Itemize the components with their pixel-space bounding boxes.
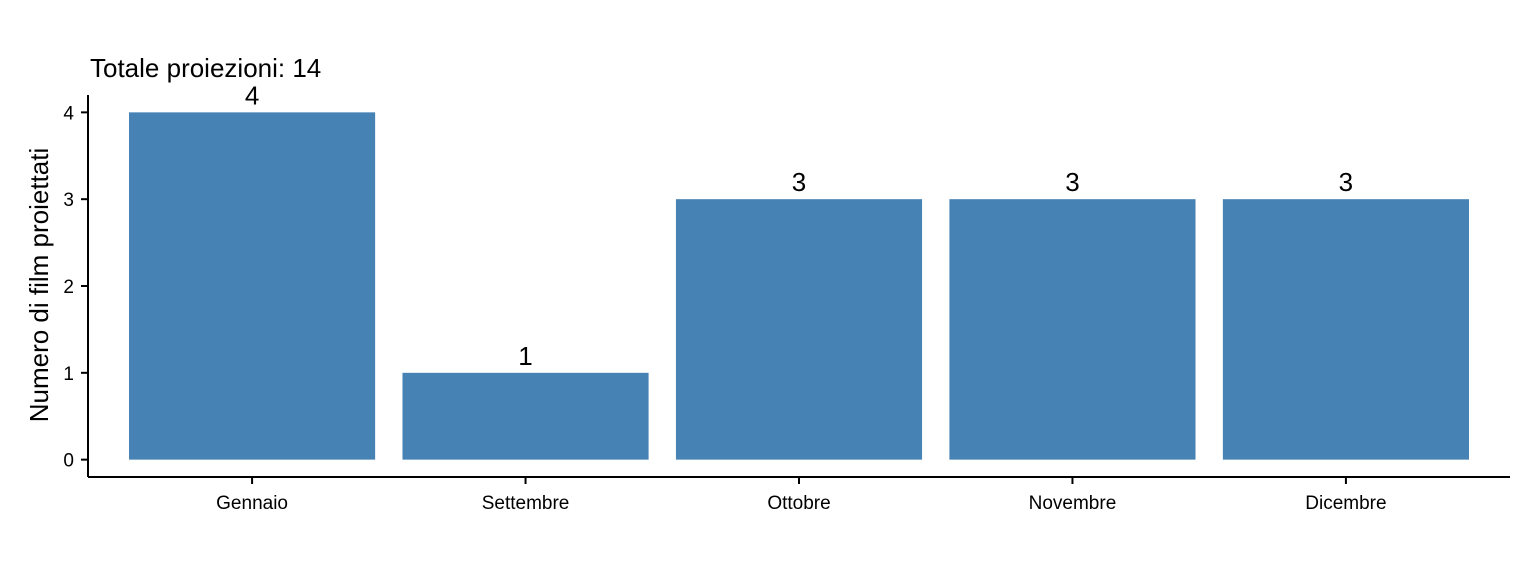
x-tick-label: Ottobre: [767, 493, 830, 514]
bar-value-label: 3: [1339, 167, 1353, 197]
y-tick-label: 4: [63, 103, 74, 124]
y-tick-label: 0: [63, 451, 74, 472]
x-tick-label: Gennaio: [216, 493, 288, 514]
x-tick-label: Novembre: [1029, 493, 1117, 514]
bar-settembre: [402, 372, 649, 460]
x-tick-label: Settembre: [482, 493, 570, 514]
y-tick-label: 2: [63, 277, 74, 298]
chart-subtitle: Totale proiezioni: 14: [90, 53, 321, 83]
y-tick-label: 3: [63, 190, 74, 211]
bars-group: [129, 112, 1469, 460]
bar-gennaio: [129, 112, 376, 460]
bar-value-label: 4: [245, 80, 259, 110]
x-axis: Gennaio Settembre Ottobre Novembre Dicembre: [88, 476, 1510, 514]
x-tick-label: Dicembre: [1305, 493, 1386, 514]
bar-value-label: 3: [1065, 167, 1079, 197]
bar-labels-group: 4 1 3 3 3: [245, 80, 1353, 370]
y-axis-label: Numero di film proiettati: [24, 148, 54, 423]
y-tick-label: 1: [63, 364, 74, 385]
y-axis: 0 1 2 3 4: [63, 95, 89, 477]
bar-value-label: 1: [518, 341, 532, 371]
bar-value-label: 3: [792, 167, 806, 197]
bar-novembre: [949, 199, 1196, 460]
bar-ottobre: [675, 199, 923, 460]
bar-dicembre: [1222, 199, 1469, 460]
